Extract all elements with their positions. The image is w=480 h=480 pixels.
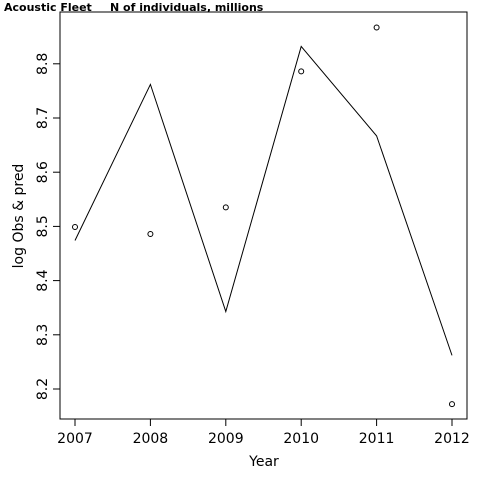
x-tick-label: 2011: [359, 431, 395, 447]
series-layer: [72, 24, 455, 408]
x-tick-label: 2007: [57, 431, 93, 447]
observed-point: [222, 204, 229, 211]
observed-point: [298, 68, 305, 75]
x-tick-label: 2009: [208, 431, 244, 447]
x-tick-label: 2008: [133, 431, 169, 447]
y-tick-label: 8.3: [35, 324, 51, 346]
x-axis-label: Year: [248, 454, 279, 470]
y-axis: 8.2 8.3 8.4 8.5 8.6 8.7 8.8: [35, 53, 61, 400]
y-tick-label: 8.4: [35, 269, 51, 291]
y-tick-label: 8.6: [35, 161, 51, 183]
predicted-line: [74, 45, 453, 356]
observed-point: [147, 230, 154, 237]
y-axis-label: log Obs & pred: [11, 164, 27, 269]
observed-point: [373, 24, 380, 31]
x-tick-label: 2010: [283, 431, 319, 447]
y-tick-label: 8.8: [35, 53, 51, 75]
x-axis: 2007 2008 2009 2010 2011 2012: [57, 418, 470, 447]
y-tick-label: 8.5: [35, 215, 51, 237]
chart-subtitle: N of individuals, millions: [110, 1, 264, 14]
observed-point: [449, 401, 455, 408]
chart-title: Acoustic Fleet: [4, 1, 92, 14]
x-tick-label: 2012: [434, 431, 470, 447]
y-tick-label: 8.2: [35, 378, 51, 400]
observed-point: [72, 223, 78, 230]
y-tick-label: 8.7: [35, 107, 51, 129]
